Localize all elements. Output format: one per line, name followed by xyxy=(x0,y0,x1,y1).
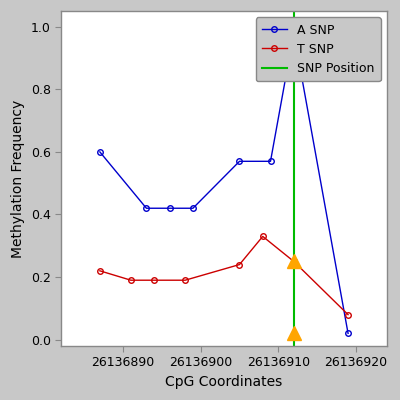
T SNP xyxy=(128,278,133,283)
A SNP xyxy=(144,206,149,211)
X-axis label: CpG Coordinates: CpG Coordinates xyxy=(165,375,282,389)
Line: A SNP: A SNP xyxy=(97,30,351,336)
A SNP xyxy=(346,331,350,336)
T SNP xyxy=(152,278,156,283)
T SNP xyxy=(183,278,188,283)
A SNP xyxy=(167,206,172,211)
T SNP xyxy=(98,268,102,273)
A SNP xyxy=(291,31,296,36)
T SNP xyxy=(291,259,296,264)
Line: T SNP: T SNP xyxy=(97,234,351,318)
A SNP xyxy=(190,206,195,211)
T SNP xyxy=(346,312,350,317)
Y-axis label: Methylation Frequency: Methylation Frequency xyxy=(11,99,25,258)
T SNP xyxy=(237,262,242,267)
A SNP xyxy=(268,159,273,164)
A SNP xyxy=(237,159,242,164)
T SNP xyxy=(260,234,265,239)
A SNP xyxy=(98,150,102,154)
Legend: A SNP, T SNP, SNP Position: A SNP, T SNP, SNP Position xyxy=(256,17,381,81)
